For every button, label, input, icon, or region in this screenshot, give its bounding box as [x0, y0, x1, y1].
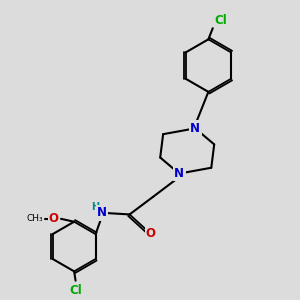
- Text: Cl: Cl: [214, 14, 227, 27]
- Text: H: H: [92, 202, 100, 212]
- Text: N: N: [97, 206, 107, 220]
- Text: O: O: [49, 212, 59, 225]
- Text: N: N: [190, 122, 200, 135]
- Text: O: O: [146, 227, 156, 241]
- Text: CH₃: CH₃: [27, 214, 44, 223]
- Text: Cl: Cl: [70, 284, 83, 297]
- Text: N: N: [174, 167, 184, 180]
